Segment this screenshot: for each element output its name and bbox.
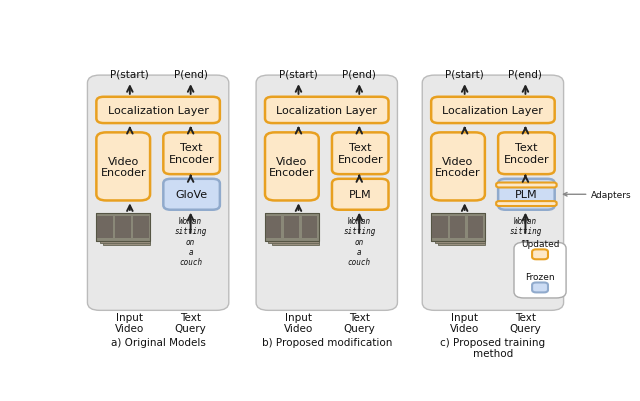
FancyBboxPatch shape <box>265 133 319 201</box>
Text: Video
Encoder: Video Encoder <box>269 156 315 178</box>
Bar <box>450 217 465 238</box>
FancyBboxPatch shape <box>498 133 555 175</box>
Text: Video
Encoder: Video Encoder <box>435 156 481 178</box>
Text: Input
Video: Input Video <box>115 312 145 334</box>
Bar <box>431 213 485 241</box>
Bar <box>115 217 131 238</box>
Text: Woman
sitting
on
a
couch: Woman sitting on a couch <box>175 216 207 267</box>
Text: Text
Query: Text Query <box>509 312 541 334</box>
Text: Woman
sitting
on
a
couch: Woman sitting on a couch <box>343 216 376 267</box>
FancyBboxPatch shape <box>265 97 388 124</box>
Bar <box>97 217 113 238</box>
Bar <box>265 213 319 241</box>
Text: Text
Encoder: Text Encoder <box>337 143 383 165</box>
FancyBboxPatch shape <box>88 76 229 310</box>
Text: P(start): P(start) <box>279 69 318 79</box>
Bar <box>431 213 485 241</box>
FancyBboxPatch shape <box>332 133 388 175</box>
FancyBboxPatch shape <box>97 133 150 201</box>
Bar <box>97 213 150 241</box>
Bar <box>302 217 317 238</box>
Text: Input
Video: Input Video <box>450 312 479 334</box>
Text: Frozen: Frozen <box>525 272 555 281</box>
FancyBboxPatch shape <box>431 97 555 124</box>
Text: Updated: Updated <box>521 239 559 248</box>
Text: P(end): P(end) <box>173 69 207 79</box>
Text: Adapters: Adapters <box>563 190 632 199</box>
FancyBboxPatch shape <box>532 283 548 293</box>
Text: b) Proposed modification: b) Proposed modification <box>262 337 392 347</box>
Text: Input
Video: Input Video <box>284 312 313 334</box>
Bar <box>266 217 282 238</box>
Text: Localization Layer: Localization Layer <box>276 105 377 115</box>
Bar <box>97 213 150 241</box>
Text: Localization Layer: Localization Layer <box>442 105 543 115</box>
Text: Localization Layer: Localization Layer <box>108 105 209 115</box>
FancyBboxPatch shape <box>163 179 220 210</box>
Text: Video
Encoder: Video Encoder <box>100 156 146 178</box>
Text: Woman
sitting
on
a
couch: Woman sitting on a couch <box>509 216 541 267</box>
FancyBboxPatch shape <box>163 133 220 175</box>
Text: P(end): P(end) <box>509 69 542 79</box>
Bar <box>284 217 300 238</box>
Text: Text
Query: Text Query <box>344 312 375 334</box>
FancyBboxPatch shape <box>496 202 557 207</box>
FancyBboxPatch shape <box>422 76 564 310</box>
Bar <box>265 213 319 241</box>
FancyBboxPatch shape <box>496 183 557 188</box>
Text: P(start): P(start) <box>445 69 484 79</box>
FancyBboxPatch shape <box>431 133 485 201</box>
Text: Text
Encoder: Text Encoder <box>169 143 214 165</box>
Bar <box>100 217 150 243</box>
Text: Text
Encoder: Text Encoder <box>504 143 549 165</box>
FancyBboxPatch shape <box>256 76 397 310</box>
Text: PLM: PLM <box>515 190 538 200</box>
FancyBboxPatch shape <box>498 179 555 210</box>
FancyBboxPatch shape <box>332 179 388 210</box>
Bar <box>272 220 319 245</box>
Bar <box>269 217 319 243</box>
Bar <box>468 217 483 238</box>
Bar <box>133 217 148 238</box>
Text: Text
Query: Text Query <box>175 312 207 334</box>
Text: GloVe: GloVe <box>175 190 207 200</box>
Bar <box>435 217 485 243</box>
Text: P(end): P(end) <box>342 69 376 79</box>
Text: a) Original Models: a) Original Models <box>111 337 205 347</box>
Bar <box>438 220 485 245</box>
FancyBboxPatch shape <box>97 97 220 124</box>
FancyBboxPatch shape <box>532 250 548 259</box>
Bar <box>103 220 150 245</box>
Text: P(start): P(start) <box>111 69 149 79</box>
Bar <box>432 217 447 238</box>
Text: c) Proposed training
method: c) Proposed training method <box>440 337 545 358</box>
FancyBboxPatch shape <box>514 243 566 298</box>
Text: PLM: PLM <box>349 190 372 200</box>
